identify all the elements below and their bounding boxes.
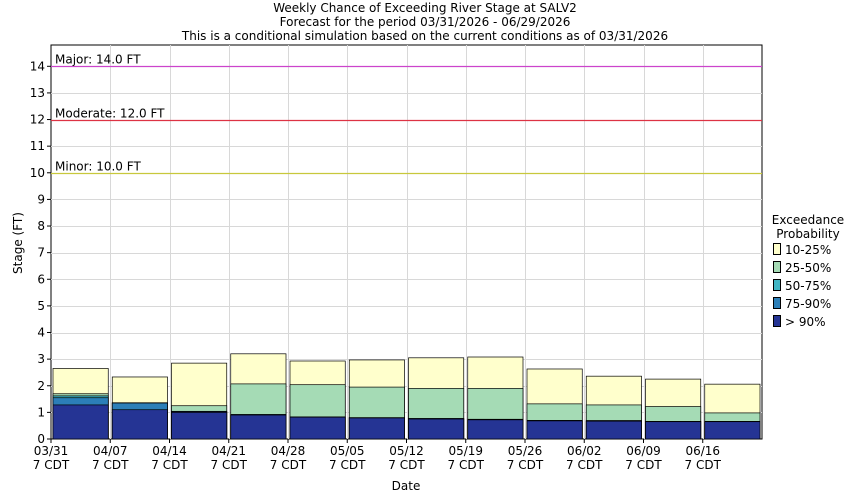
y-tick-label: 10 <box>30 166 45 180</box>
chart-subtitle-period: Forecast for the period 03/31/2026 - 06/… <box>279 15 571 29</box>
chart-subtitle-conditions: This is a conditional simulation based o… <box>181 29 669 43</box>
bar-segment <box>645 421 702 440</box>
x-tick-label: 05/26 <box>508 444 543 458</box>
bar-segment <box>171 412 228 440</box>
x-tick-label: 04/21 <box>211 444 246 458</box>
x-tick-label: 06/16 <box>685 444 720 458</box>
x-tick-sublabel: 7 CDT <box>685 458 722 472</box>
bar-segment <box>230 414 287 440</box>
x-tick-sublabel: 7 CDT <box>329 458 366 472</box>
legend-title-line1: Exceedance <box>771 213 845 227</box>
y-tick-label: 4 <box>37 326 45 340</box>
legend-swatch <box>773 315 781 327</box>
x-tick-sublabel: 7 CDT <box>388 458 425 472</box>
bar-segment <box>348 417 405 440</box>
y-tick-label: 3 <box>37 352 45 366</box>
legend-swatch <box>773 279 781 291</box>
legend-title-line2: Probability <box>776 227 840 241</box>
legend-swatch <box>773 261 781 273</box>
x-tick-sublabel: 7 CDT <box>151 458 188 472</box>
bar-segment <box>111 409 168 440</box>
legend-label: 75-90% <box>785 297 832 311</box>
legend-item: > 90% <box>773 315 826 329</box>
x-tick-sublabel: 7 CDT <box>448 458 485 472</box>
x-tick-sublabel: 7 CDT <box>33 458 70 472</box>
y-tick-label: 14 <box>30 59 45 73</box>
x-tick-sublabel: 7 CDT <box>507 458 544 472</box>
bar-segment <box>704 421 761 440</box>
legend-item: 50-75% <box>773 279 831 293</box>
x-tick-sublabel: 7 CDT <box>270 458 307 472</box>
x-tick-sublabel: 7 CDT <box>92 458 129 472</box>
bar-segment <box>408 418 465 440</box>
y-tick-label: 11 <box>30 139 45 153</box>
x-tick-label: 05/12 <box>389 444 424 458</box>
y-tick-label: 1 <box>37 405 45 419</box>
legend-swatch <box>773 297 781 309</box>
x-tick-sublabel: 7 CDT <box>625 458 662 472</box>
x-tick-label: 03/31 <box>34 444 69 458</box>
y-tick-label: 2 <box>37 379 45 393</box>
y-tick-label: 13 <box>30 86 45 100</box>
flood-level-label: Moderate: 12.0 FT <box>55 107 165 121</box>
flood-level-label: Major: 14.0 FT <box>55 53 141 67</box>
legend-label: 10-25% <box>785 243 832 257</box>
x-tick-sublabel: 7 CDT <box>566 458 603 472</box>
x-tick-sublabel: 7 CDT <box>211 458 248 472</box>
legend-label: 25-50% <box>785 261 832 275</box>
bar-segment <box>289 416 346 440</box>
bar-segment <box>467 419 524 440</box>
y-tick-label: 0 <box>37 432 45 446</box>
legend-item: 10-25% <box>773 243 831 257</box>
x-tick-label: 05/19 <box>448 444 483 458</box>
x-tick-label: 04/07 <box>93 444 128 458</box>
x-tick-label: 04/14 <box>152 444 187 458</box>
x-tick-label: 05/05 <box>330 444 365 458</box>
y-tick-label: 9 <box>37 192 45 206</box>
bar-segment <box>585 420 642 440</box>
flood-level-label: Minor: 10.0 FT <box>55 160 141 174</box>
x-axis-label: Date <box>392 479 421 493</box>
y-tick-label: 6 <box>37 272 45 286</box>
legend-swatch <box>773 243 781 255</box>
bar-segment <box>52 404 109 440</box>
y-axis-label: Stage (FT) <box>11 212 25 274</box>
y-tick-label: 12 <box>30 113 45 127</box>
x-tick-label: 06/09 <box>626 444 661 458</box>
x-tick-label: 06/02 <box>567 444 602 458</box>
plot-area <box>50 44 763 440</box>
legend-label: 50-75% <box>785 279 832 293</box>
y-tick-label: 5 <box>37 299 45 313</box>
x-tick-label: 04/28 <box>271 444 306 458</box>
legend-item: 25-50% <box>773 261 831 275</box>
chart-title: Weekly Chance of Exceeding River Stage a… <box>273 1 577 15</box>
legend-item: 75-90% <box>773 297 831 311</box>
bar-segment <box>526 420 583 440</box>
legend-label: > 90% <box>785 315 826 329</box>
y-tick-label: 8 <box>37 219 45 233</box>
y-tick-label: 7 <box>37 246 45 260</box>
